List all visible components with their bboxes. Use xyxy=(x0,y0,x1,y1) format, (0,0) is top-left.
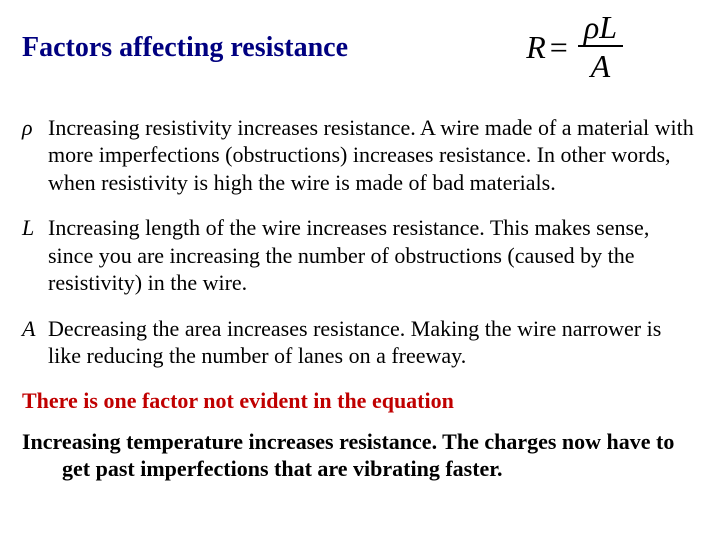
factor-symbol: ρ xyxy=(22,114,48,197)
formula-fraction: ρL A xyxy=(578,10,623,86)
factor-area: A Decreasing the area increases resistan… xyxy=(22,315,698,370)
factor-description: Decreasing the area increases resistance… xyxy=(48,315,698,370)
temperature-factor: Increasing temperature increases resista… xyxy=(22,428,698,483)
formula-numerator: ρL xyxy=(578,10,623,47)
header-row: Factors affecting resistance R = ρL A xyxy=(22,10,698,86)
factor-length: L Increasing length of the wire increase… xyxy=(22,214,698,297)
formula-lhs: R xyxy=(526,29,546,66)
extra-factor-heading: There is one factor not evident in the e… xyxy=(22,388,698,414)
factor-symbol: A xyxy=(22,315,48,370)
factor-description: Increasing resistivity increases resista… xyxy=(48,114,698,197)
factor-description: Increasing length of the wire increases … xyxy=(48,214,698,297)
slide-container: Factors affecting resistance R = ρL A ρ … xyxy=(0,0,720,493)
slide-title: Factors affecting resistance xyxy=(22,32,348,64)
factor-rho: ρ Increasing resistivity increases resis… xyxy=(22,114,698,197)
resistance-formula: R = ρL A xyxy=(526,10,698,86)
formula-denominator: A xyxy=(585,47,617,85)
formula-equals: = xyxy=(550,29,568,66)
factor-symbol: L xyxy=(22,214,48,297)
